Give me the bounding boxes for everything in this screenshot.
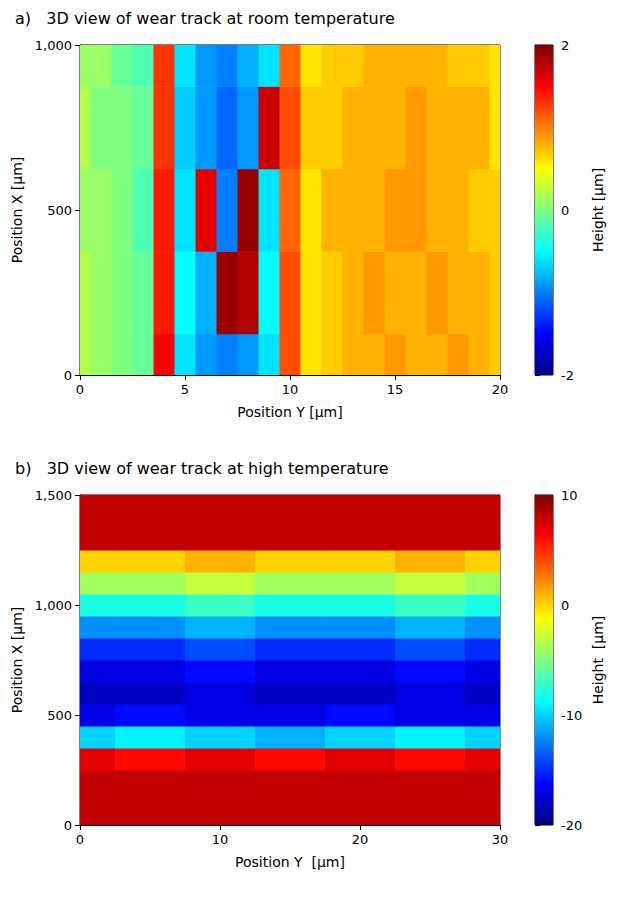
svg-text:1,000: 1,000 — [35, 598, 72, 613]
svg-text:0: 0 — [64, 818, 72, 833]
svg-text:b) 3D view of wear track at: b) 3D view of wear track at high tempera… — [15, 459, 389, 478]
svg-text:1,500: 1,500 — [35, 488, 72, 503]
svg-text:0: 0 — [64, 368, 72, 383]
svg-text:1,000: 1,000 — [35, 38, 72, 53]
svg-text:Position Y [μm]: Position Y [μm] — [235, 854, 345, 870]
svg-text:-10: -10 — [561, 708, 582, 723]
svg-text:10: 10 — [212, 832, 229, 847]
svg-text:10: 10 — [561, 488, 578, 503]
svg-text:Height [μm]: Height [μm] — [590, 168, 606, 252]
svg-text:5: 5 — [181, 382, 189, 397]
svg-text:a) 3D view of wear track at: a) 3D view of wear track at room tempera… — [15, 9, 395, 28]
svg-text:500: 500 — [47, 708, 72, 723]
svg-text:20: 20 — [352, 832, 369, 847]
svg-text:500: 500 — [47, 203, 72, 218]
svg-text:0: 0 — [76, 382, 84, 397]
svg-text:Position X [μm]: Position X [μm] — [9, 157, 25, 263]
svg-text:20: 20 — [492, 382, 509, 397]
svg-text:30: 30 — [492, 832, 509, 847]
svg-text:Height [μm]: Height [μm] — [590, 616, 606, 705]
svg-text:-20: -20 — [561, 818, 582, 833]
svg-text:15: 15 — [387, 382, 404, 397]
svg-text:-2: -2 — [561, 368, 574, 383]
svg-text:0: 0 — [76, 832, 84, 847]
svg-text:0: 0 — [561, 598, 569, 613]
svg-text:Position X [μm]: Position X [μm] — [9, 607, 25, 713]
svg-text:Position Y [μm]: Position Y [μm] — [237, 404, 342, 420]
svg-text:0: 0 — [561, 203, 569, 218]
svg-text:2: 2 — [561, 38, 569, 53]
svg-text:10: 10 — [282, 382, 299, 397]
